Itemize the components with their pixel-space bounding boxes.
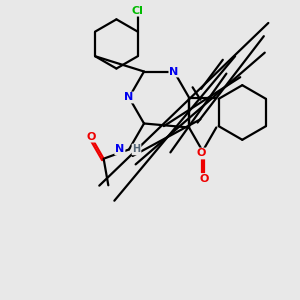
Text: Cl: Cl bbox=[132, 6, 144, 16]
Text: N: N bbox=[124, 92, 134, 103]
Text: N: N bbox=[169, 67, 178, 76]
Text: H: H bbox=[132, 145, 141, 154]
Text: O: O bbox=[86, 132, 96, 142]
Text: N: N bbox=[115, 145, 124, 154]
Text: O: O bbox=[199, 174, 209, 184]
Text: O: O bbox=[196, 148, 206, 158]
